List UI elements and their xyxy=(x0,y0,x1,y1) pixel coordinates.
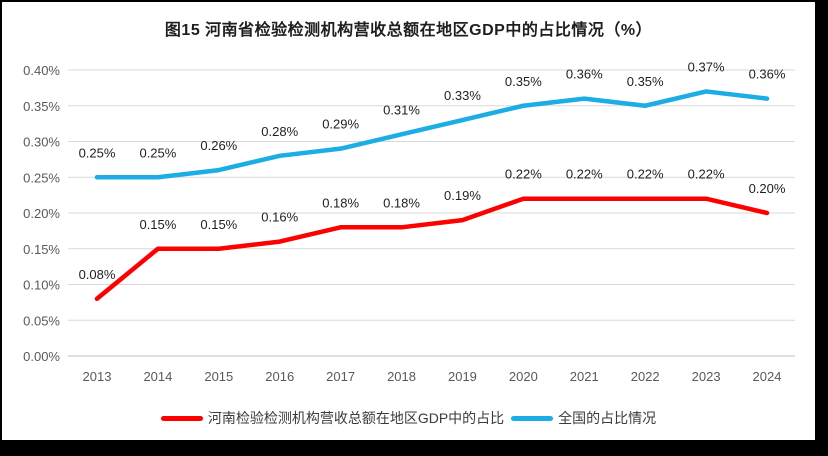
svg-text:0.16%: 0.16% xyxy=(261,210,298,225)
legend-label-henan: 河南检验检测机构营收总额在地区GDP中的占比 xyxy=(207,410,505,426)
svg-text:0.15%: 0.15% xyxy=(23,242,60,257)
svg-text:0.18%: 0.18% xyxy=(383,195,420,210)
svg-text:0.31%: 0.31% xyxy=(383,102,420,117)
blue-line-swatch xyxy=(511,415,554,421)
svg-text:0.22%: 0.22% xyxy=(505,167,542,182)
svg-text:2016: 2016 xyxy=(265,369,294,384)
chart-title: 图15 河南省检验检测机构营收总额在地区GDP中的占比情况（%） xyxy=(164,22,653,39)
svg-text:0.18%: 0.18% xyxy=(322,195,359,210)
svg-text:0.15%: 0.15% xyxy=(200,217,237,232)
svg-text:2021: 2021 xyxy=(570,369,599,384)
svg-text:0.25%: 0.25% xyxy=(139,145,176,160)
svg-text:0.36%: 0.36% xyxy=(566,67,603,82)
red-line-swatch xyxy=(160,415,203,421)
svg-text:0.26%: 0.26% xyxy=(200,138,237,153)
svg-text:2015: 2015 xyxy=(204,369,233,384)
svg-text:2014: 2014 xyxy=(143,369,172,384)
chart-legend: 河南检验检测机构营收总额在地区GDP中的占比 全国的占比情况 xyxy=(2,405,815,431)
svg-text:0.25%: 0.25% xyxy=(79,145,116,160)
svg-text:0.30%: 0.30% xyxy=(23,135,60,150)
svg-text:2022: 2022 xyxy=(631,369,660,384)
legend-item-national: 全国的占比情况 xyxy=(511,408,656,428)
legend-label-national: 全国的占比情况 xyxy=(558,410,657,426)
svg-text:0.19%: 0.19% xyxy=(444,188,481,203)
svg-text:0.22%: 0.22% xyxy=(688,167,725,182)
svg-text:0.10%: 0.10% xyxy=(23,278,60,293)
svg-text:0.22%: 0.22% xyxy=(566,167,603,182)
svg-text:2013: 2013 xyxy=(83,369,112,384)
svg-text:0.35%: 0.35% xyxy=(23,99,60,114)
svg-text:0.35%: 0.35% xyxy=(505,74,542,89)
svg-text:0.15%: 0.15% xyxy=(139,217,176,232)
svg-text:0.40%: 0.40% xyxy=(23,63,60,78)
svg-text:0.00%: 0.00% xyxy=(23,349,60,364)
svg-text:0.33%: 0.33% xyxy=(444,88,481,103)
svg-text:2019: 2019 xyxy=(448,369,477,384)
svg-text:0.05%: 0.05% xyxy=(23,313,60,328)
svg-text:0.37%: 0.37% xyxy=(688,59,725,74)
svg-text:2023: 2023 xyxy=(692,369,721,384)
svg-text:2020: 2020 xyxy=(509,369,538,384)
svg-text:0.20%: 0.20% xyxy=(749,181,786,196)
svg-text:0.28%: 0.28% xyxy=(261,124,298,139)
legend-item-henan: 河南检验检测机构营收总额在地区GDP中的占比 xyxy=(160,408,505,428)
svg-text:0.29%: 0.29% xyxy=(322,117,359,132)
line-chart-plot-area: 0.40% 0.35% 0.30% 0.25% 0.20% 0.15% 0.10% 0.05%… xyxy=(23,59,795,384)
svg-text:0.20%: 0.20% xyxy=(23,206,60,221)
svg-text:2017: 2017 xyxy=(326,369,355,384)
svg-text:0.25%: 0.25% xyxy=(23,170,60,185)
svg-text:0.35%: 0.35% xyxy=(627,74,664,89)
svg-text:0.08%: 0.08% xyxy=(79,267,116,282)
svg-text:0.36%: 0.36% xyxy=(749,67,786,82)
svg-text:0.22%: 0.22% xyxy=(627,167,664,182)
svg-text:2018: 2018 xyxy=(387,369,416,384)
svg-text:2024: 2024 xyxy=(753,369,782,384)
